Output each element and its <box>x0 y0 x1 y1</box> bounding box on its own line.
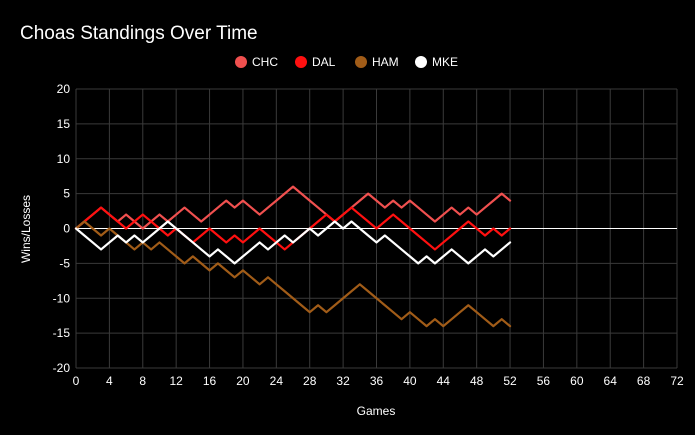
y-tick-label: 15 <box>57 117 71 131</box>
y-tick-label: -20 <box>53 361 71 375</box>
x-axis-label: Games <box>357 404 396 418</box>
legend-label: MKE <box>432 55 458 69</box>
y-tick-label: -15 <box>53 326 71 340</box>
x-tick-label: 16 <box>203 374 217 388</box>
x-tick-label: 36 <box>370 374 384 388</box>
legend-swatch <box>415 56 427 68</box>
legend-item-ham[interactable]: HAM <box>355 55 399 69</box>
series-line-chc <box>74 185 512 230</box>
x-tick-label: 68 <box>637 374 651 388</box>
x-tick-label: 64 <box>604 374 618 388</box>
y-axis-ticks: 20 15 10 5 0 -5 -10 -15 -20 <box>53 82 71 375</box>
x-axis-ticks: 0 4 8 12 16 20 24 28 32 36 40 44 48 52 56 60 64 68 72 <box>73 374 684 388</box>
x-tick-label: 72 <box>670 374 684 388</box>
x-tick-label: 48 <box>470 374 484 388</box>
legend-swatch <box>235 56 247 68</box>
y-tick-label: 20 <box>57 82 71 96</box>
legend-item-mke[interactable]: MKE <box>415 55 458 69</box>
x-tick-label: 40 <box>403 374 417 388</box>
series-lines <box>74 185 512 328</box>
x-tick-label: 4 <box>106 374 113 388</box>
legend-label: CHC <box>252 55 278 69</box>
x-tick-label: 52 <box>503 374 517 388</box>
x-tick-label: 28 <box>303 374 317 388</box>
x-tick-label: 8 <box>139 374 146 388</box>
x-tick-label: 0 <box>73 374 80 388</box>
x-tick-label: 32 <box>336 374 350 388</box>
x-tick-label: 56 <box>537 374 551 388</box>
legend-item-chc[interactable]: CHC <box>235 55 278 69</box>
chart-title: Choas Standings Over Time <box>20 23 258 44</box>
x-tick-label: 12 <box>169 374 183 388</box>
y-tick-label: -5 <box>59 256 70 270</box>
y-tick-label: 10 <box>57 152 71 166</box>
y-tick-label: -10 <box>53 291 71 305</box>
x-tick-label: 60 <box>570 374 584 388</box>
legend-swatch <box>295 56 307 68</box>
legend-swatch <box>355 56 367 68</box>
x-tick-label: 24 <box>270 374 284 388</box>
legend-item-dal[interactable]: DAL <box>295 55 336 69</box>
series-line-ham <box>74 220 512 328</box>
legend-label: HAM <box>372 55 399 69</box>
legend: CHC DAL HAM MKE <box>235 55 458 69</box>
y-tick-label: 0 <box>63 222 70 236</box>
y-tick-label: 5 <box>63 187 70 201</box>
legend-label: DAL <box>312 55 336 69</box>
y-axis-label: Wins/Losses <box>19 195 33 263</box>
x-tick-label: 44 <box>437 374 451 388</box>
series-line-mke <box>74 220 512 265</box>
x-tick-label: 20 <box>236 374 250 388</box>
